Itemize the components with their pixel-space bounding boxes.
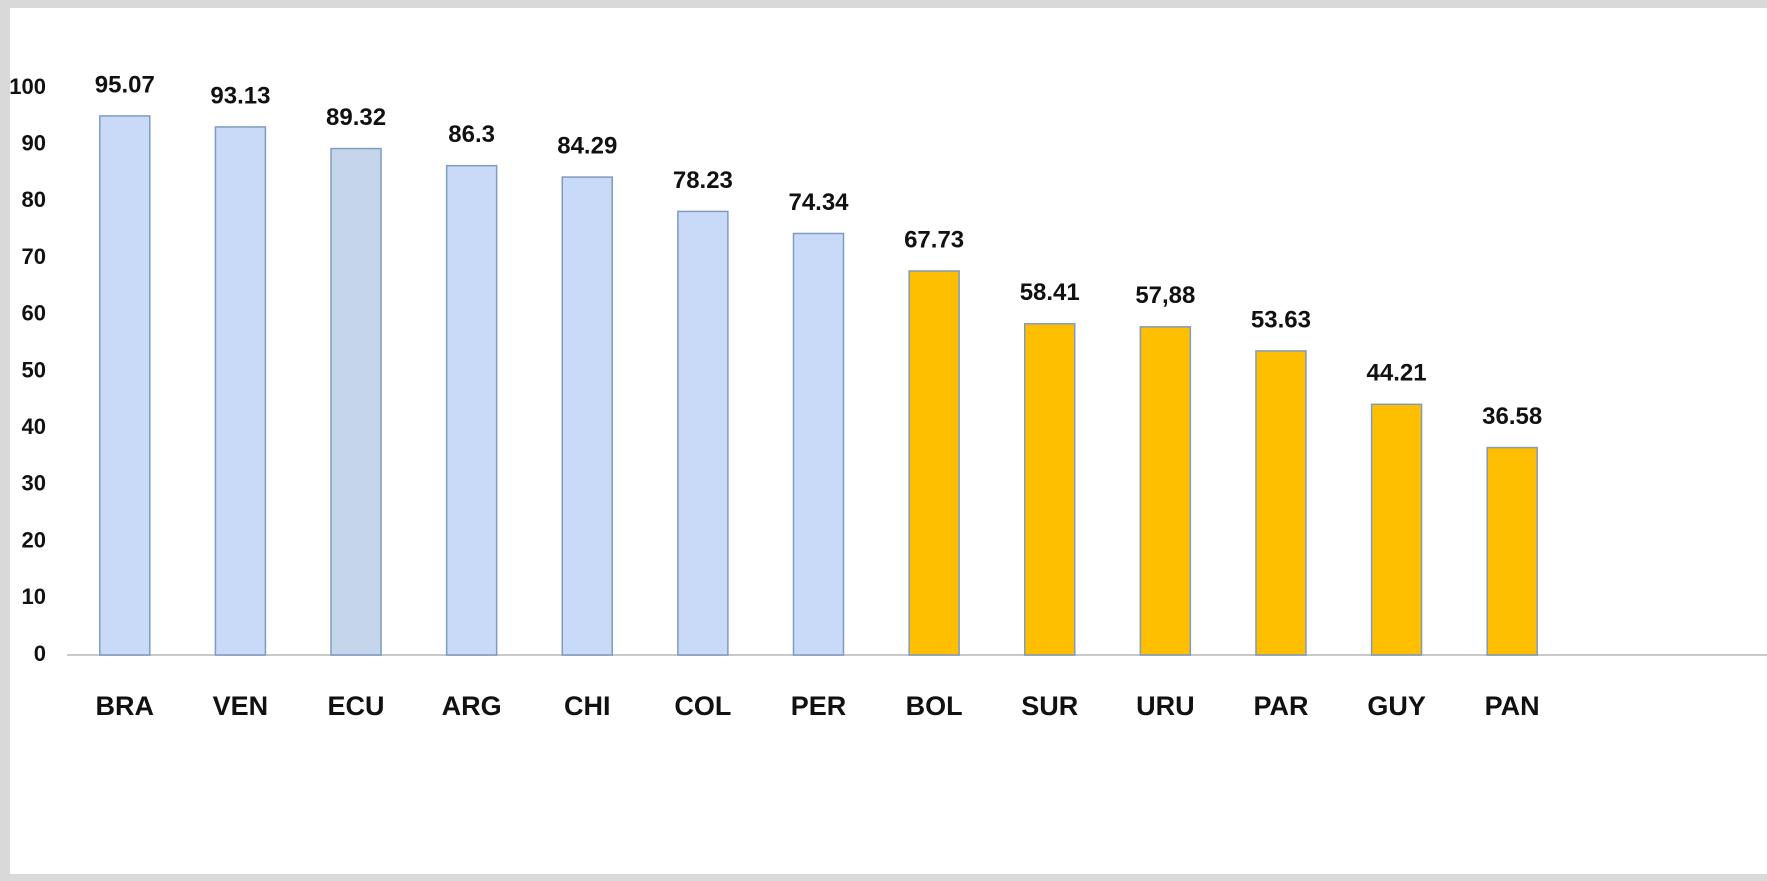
value-label: 44.21 <box>1367 360 1427 387</box>
y-tick-label: 60 <box>22 301 46 326</box>
bar <box>99 115 151 656</box>
y-tick-label: 70 <box>22 244 46 269</box>
bar <box>792 232 845 656</box>
x-tick-label: ARG <box>442 691 502 721</box>
y-tick-label: 80 <box>22 187 46 212</box>
bar <box>1139 326 1192 656</box>
plot-background <box>10 8 1767 874</box>
y-tick-label: 90 <box>22 131 46 156</box>
value-label: 89.32 <box>326 104 386 131</box>
y-tick-label: 100 <box>9 74 46 99</box>
value-label: 53.63 <box>1251 306 1311 333</box>
bar <box>1255 350 1307 656</box>
bar <box>330 147 382 656</box>
x-tick-label: COL <box>674 691 731 721</box>
y-tick-label: 50 <box>22 357 46 382</box>
x-tick-label: BRA <box>96 691 155 721</box>
value-label: 67.73 <box>904 226 964 253</box>
x-tick-label: VEN <box>213 691 269 721</box>
x-tick-label: CHI <box>564 691 611 721</box>
x-tick-label: PAN <box>1485 691 1540 721</box>
bar <box>561 176 614 656</box>
x-tick-label: BOL <box>906 691 963 721</box>
bar <box>677 210 729 656</box>
bar <box>1370 403 1423 656</box>
y-tick-label: 10 <box>22 584 46 609</box>
value-label: 84.29 <box>557 132 617 159</box>
value-label: 57,88 <box>1135 282 1195 309</box>
bar <box>1486 446 1538 656</box>
y-tick-label: 40 <box>22 414 46 439</box>
value-label: 36.58 <box>1482 403 1542 430</box>
x-tick-label: ECU <box>328 691 385 721</box>
bar <box>214 126 267 656</box>
value-label: 58.41 <box>1020 279 1080 306</box>
x-tick-label: SUR <box>1021 691 1078 721</box>
value-label: 78.23 <box>673 167 733 194</box>
value-label: 86.3 <box>448 121 495 148</box>
bar <box>1023 323 1076 656</box>
x-tick-label: PAR <box>1253 691 1308 721</box>
x-tick-label: URU <box>1136 691 1195 721</box>
value-label: 95.07 <box>95 71 155 98</box>
bar <box>908 270 960 656</box>
bar <box>445 164 498 656</box>
x-tick-label: PER <box>791 691 847 721</box>
y-tick-label: 0 <box>34 641 46 666</box>
value-label: 74.34 <box>788 189 849 216</box>
y-tick-label: 20 <box>22 527 46 552</box>
y-tick-label: 30 <box>22 471 46 496</box>
value-label: 93.13 <box>210 82 270 109</box>
x-tick-label: GUY <box>1367 691 1426 721</box>
